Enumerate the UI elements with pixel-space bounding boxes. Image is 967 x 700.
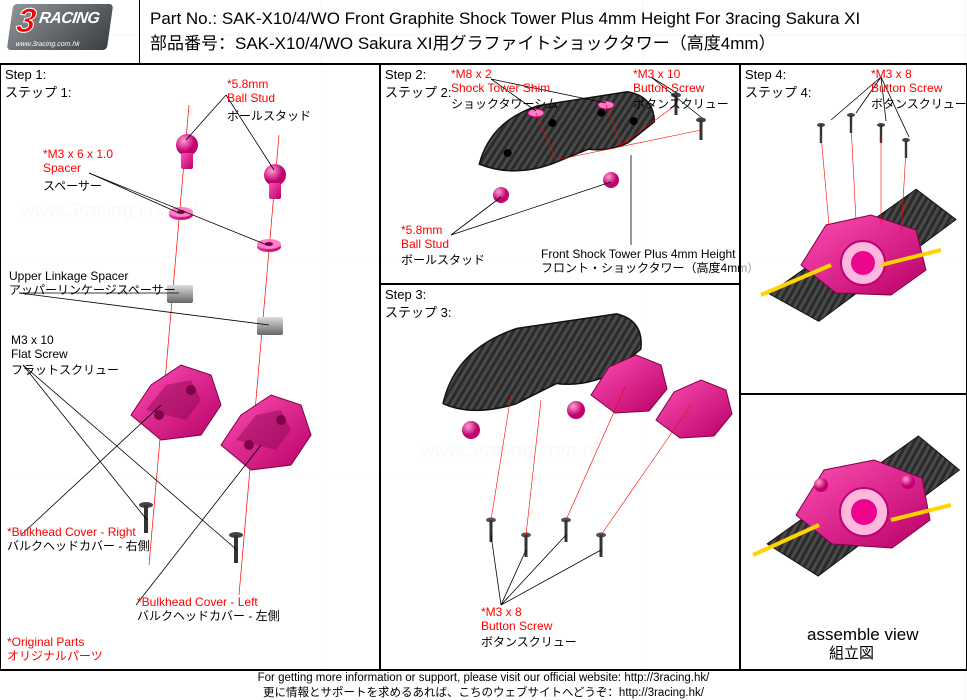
panel-step-2: Step 2: ステップ 2: — [380, 64, 740, 284]
assemble-view-jp: 組立図 — [829, 645, 874, 663]
label-upper-linkage-jp: アッパーリンケージスペーサー — [9, 283, 176, 297]
assemble-view-en: assemble view — [807, 625, 919, 645]
label-bhcover-right-en: *Bulkhead Cover - Right — [7, 525, 136, 539]
footer: For getting more information or support,… — [0, 670, 967, 700]
label-original-parts-jp: オリジナルパーツ — [7, 649, 103, 663]
step-4-diagram — [741, 65, 967, 395]
step-1-header: Step 1: ステップ 1: — [5, 67, 71, 101]
label-ball-stud-jp: ボールスタッド — [227, 109, 311, 123]
panel-step-4: Step 4: ステップ 4: — [740, 64, 967, 394]
step-1-label-jp: ステップ 1: — [5, 82, 71, 101]
step-1-label-en: Step 1: — [5, 67, 71, 82]
label-bhcover-left-jp: バルクヘッドカバー - 左側 — [137, 609, 280, 623]
label-upper-linkage-en: Upper Linkage Spacer — [9, 269, 128, 283]
label-spacer-jp: スペーサー — [43, 179, 102, 193]
label-bhcover-left-en: *Bulkhead Cover - Left — [137, 595, 258, 609]
panel-step-1: Step 1: ステップ 1: — [0, 64, 380, 670]
label-flat-screw-en: M3 x 10 Flat Screw — [11, 333, 68, 362]
label-shim-jp: ショックタワーシム — [451, 97, 558, 111]
logo-3-glyph: 3 — [14, 2, 38, 41]
label-m3x8-btn-en: *M3 x 8 Button Screw — [481, 605, 552, 634]
step-3-header: Step 3: ステップ 3: — [385, 287, 451, 321]
footer-en: For getting more information or support,… — [0, 672, 967, 684]
label-ballstud2-en: *5.8mm Ball Stud — [401, 223, 449, 252]
panel-step-3: Step 3: ステップ 3: — [380, 284, 740, 670]
panels-container: Step 1: ステップ 1: — [0, 64, 967, 670]
logo-url: www.3racing.com.hk — [15, 41, 80, 48]
label-m3x8-btn-2-en: *M3 x 8 Button Screw — [871, 67, 942, 96]
step-2-label-jp: ステップ 2: — [385, 82, 451, 101]
logo-word: RACING — [38, 10, 101, 28]
logo-mark: 3 RACING www.3racing.com.hk — [7, 4, 113, 50]
label-shock-tower-en: Front Shock Tower Plus 4mm Height — [541, 247, 736, 261]
logo-area: 3 RACING www.3racing.com.hk — [0, 0, 140, 63]
label-bhcover-right-jp: バルクヘッドカバー - 右側 — [7, 539, 150, 553]
label-m3x8-btn-jp: ボタンスクリュー — [481, 635, 577, 649]
label-shim-en: *M8 x 2 Shock Tower Shim — [451, 67, 550, 96]
label-spacer-en: *M3 x 6 x 1.0 Spacer — [43, 147, 113, 176]
header-bar: 3 RACING www.3racing.com.hk Part No.: SA… — [0, 0, 967, 64]
label-shock-tower-jp: フロント・ショックタワー（高度4mm） — [541, 261, 759, 275]
step-4-header: Step 4: ステップ 4: — [745, 67, 811, 101]
panel-assemble-view: assemble view 組立図 — [740, 394, 967, 670]
step-2-header: Step 2: ステップ 2: — [385, 67, 451, 101]
step-3-label-en: Step 3: — [385, 287, 451, 302]
title-area: Part No.: SAK-X10/4/WO Front Graphite Sh… — [140, 0, 967, 63]
label-m3x10-btn-jp: ボタンスクリュー — [633, 97, 729, 111]
step-2-label-en: Step 2: — [385, 67, 451, 82]
label-ballstud2-jp: ボールスタッド — [401, 253, 485, 267]
footer-jp: 更に情報とサポートを求めるあれば、こちのウェブサイトへどうぞ：http://3r… — [0, 684, 967, 700]
label-m3x8-btn-2-jp: ボタンスクリュー — [871, 97, 967, 111]
label-flat-screw-jp: フラットスクリュー — [11, 363, 119, 377]
part-number-en: Part No.: SAK-X10/4/WO Front Graphite Sh… — [150, 9, 957, 29]
step-4-label-en: Step 4: — [745, 67, 811, 82]
step-3-label-jp: ステップ 3: — [385, 302, 451, 321]
step-3-diagram — [381, 285, 741, 671]
label-ball-stud-en: *5.8mm Ball Stud — [227, 77, 275, 106]
label-original-parts-en: *Original Parts — [7, 635, 84, 649]
part-number-jp: 部品番号：SAK-X10/4/WO Sakura XI用グラファイトショックタワ… — [150, 29, 957, 54]
step-4-label-jp: ステップ 4: — [745, 82, 811, 101]
label-m3x10-btn-en: *M3 x 10 Button Screw — [633, 67, 704, 96]
